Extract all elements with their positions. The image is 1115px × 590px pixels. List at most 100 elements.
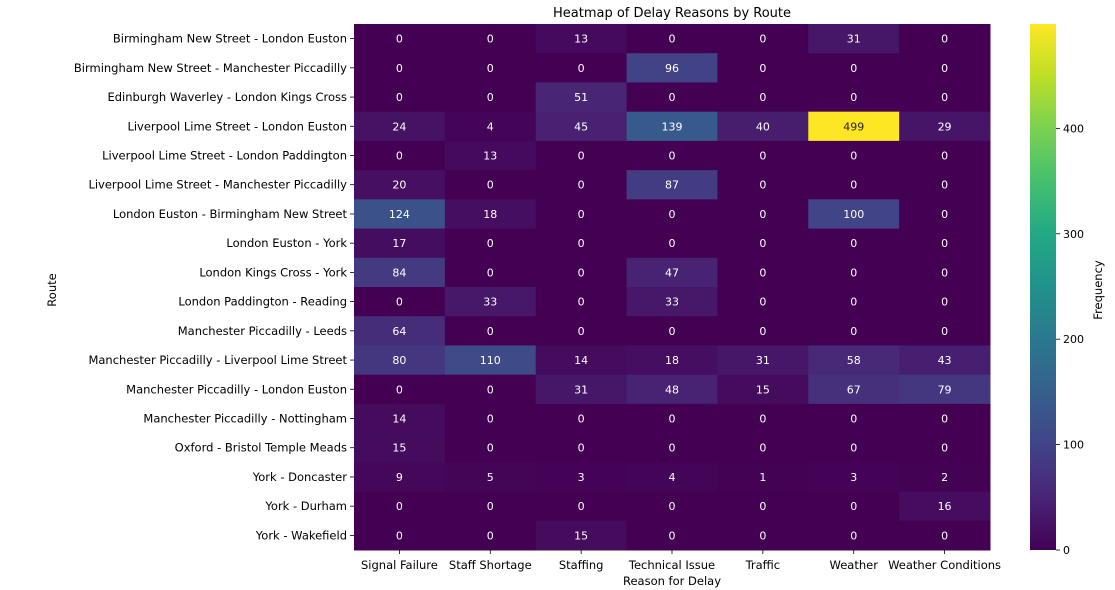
cell-value-label: 13 bbox=[574, 33, 588, 46]
cell-value-label: 47 bbox=[665, 266, 679, 279]
heatmap-cell bbox=[717, 199, 809, 230]
cell-value-label: 3 bbox=[578, 471, 585, 484]
row-label: London Kings Cross - York bbox=[199, 265, 347, 279]
cell-value-label: 0 bbox=[396, 150, 403, 163]
heatmap-cell bbox=[626, 520, 718, 551]
heatmap-cell bbox=[535, 462, 628, 493]
heatmap-cell bbox=[444, 374, 537, 405]
heatmap-cell bbox=[626, 374, 718, 405]
heatmap-cell bbox=[717, 170, 809, 200]
heatmap-cell bbox=[717, 491, 809, 522]
heatmap-cell bbox=[899, 170, 991, 200]
cell-value-label: 0 bbox=[669, 150, 676, 163]
colorbar-ticks: 0 100 200 300 400 bbox=[1056, 122, 1084, 557]
row-label: York - Doncaster bbox=[252, 470, 348, 484]
cell-value-label: 0 bbox=[941, 413, 948, 426]
cell-value-label: 0 bbox=[487, 237, 494, 250]
heatmap-cell bbox=[444, 462, 537, 493]
heatmap-cell bbox=[899, 462, 991, 493]
heatmap-cell bbox=[354, 24, 446, 54]
heatmap-cell bbox=[899, 257, 991, 288]
colorbar-tick-label: 0 bbox=[1063, 544, 1070, 557]
heatmap-cell bbox=[899, 403, 991, 434]
cell-value-label: 0 bbox=[850, 62, 857, 75]
cell-value-label: 0 bbox=[759, 296, 766, 309]
cell-value-label: 0 bbox=[487, 266, 494, 279]
cell-value-label: 96 bbox=[665, 62, 679, 75]
row-label: Birmingham New Street - Manchester Picca… bbox=[74, 61, 347, 75]
heatmap-cell bbox=[444, 199, 537, 230]
cell-value-label: 31 bbox=[847, 33, 861, 46]
heatmap-cell bbox=[808, 53, 900, 83]
y-axis-label: Route bbox=[45, 273, 59, 306]
cell-value-label: 58 bbox=[847, 354, 861, 367]
heatmap-cell bbox=[444, 24, 537, 54]
heatmap-cell bbox=[535, 257, 628, 288]
cell-value-label: 4 bbox=[487, 120, 494, 133]
cell-value-label: 0 bbox=[941, 266, 948, 279]
heatmap-cell bbox=[444, 491, 537, 522]
heatmap-cell bbox=[808, 403, 900, 434]
cell-value-label: 0 bbox=[759, 150, 766, 163]
cell-value-label: 0 bbox=[669, 237, 676, 250]
cell-value-label: 0 bbox=[850, 237, 857, 250]
cell-value-label: 40 bbox=[756, 120, 770, 133]
heatmap-cell bbox=[626, 82, 718, 113]
cell-value-label: 0 bbox=[669, 442, 676, 455]
heatmap-cell bbox=[444, 345, 537, 376]
heatmap-cell bbox=[626, 316, 718, 346]
cell-value-label: 0 bbox=[759, 413, 766, 426]
heatmap-cell bbox=[535, 287, 628, 317]
heatmap-cell bbox=[808, 82, 900, 113]
row-label: London Euston - York bbox=[226, 236, 347, 250]
heatmap-cell bbox=[899, 316, 991, 346]
row-label: Birmingham New Street - London Euston bbox=[113, 32, 347, 46]
heatmap-cell bbox=[899, 228, 991, 259]
cell-value-label: 0 bbox=[759, 442, 766, 455]
cell-value-label: 0 bbox=[669, 325, 676, 338]
cell-value-label: 13 bbox=[483, 150, 497, 163]
cell-value-label: 0 bbox=[396, 296, 403, 309]
heatmap-cell bbox=[717, 287, 809, 317]
cell-value-label: 33 bbox=[483, 296, 497, 309]
heatmap-cell bbox=[535, 403, 628, 434]
heatmap-cell bbox=[899, 111, 991, 142]
cell-value-label: 0 bbox=[578, 296, 585, 309]
row-labels: Birmingham New Street - London Euston Bir… bbox=[74, 32, 354, 542]
cell-value-label: 0 bbox=[578, 62, 585, 75]
cell-value-label: 0 bbox=[396, 383, 403, 396]
heatmap-cell bbox=[535, 170, 628, 200]
cell-value-label: 0 bbox=[487, 325, 494, 338]
colorbar-tick-label: 100 bbox=[1063, 439, 1084, 452]
heatmap-cells: 0 0 13 0 0 31 00 0 0 96 0 0 00 0 51 0 0 0 024 4 45 139 40 499 29… bbox=[354, 24, 991, 551]
cell-value-label: 0 bbox=[396, 33, 403, 46]
cell-value-label: 0 bbox=[941, 62, 948, 75]
heatmap-cell bbox=[354, 491, 446, 522]
cell-value-label: 0 bbox=[941, 325, 948, 338]
cell-value-label: 0 bbox=[578, 500, 585, 513]
heatmap-cell bbox=[717, 53, 809, 83]
heatmap-cell bbox=[626, 140, 718, 171]
heatmap-cell bbox=[535, 228, 628, 259]
cell-value-label: 0 bbox=[941, 296, 948, 309]
column-label: Weather Conditions bbox=[888, 558, 1001, 572]
heatmap-cell bbox=[354, 403, 446, 434]
cell-value-label: 0 bbox=[487, 91, 494, 104]
cell-value-label: 79 bbox=[938, 383, 952, 396]
heatmap-cell bbox=[808, 374, 900, 405]
heatmap-cell bbox=[535, 316, 628, 346]
cell-value-label: 0 bbox=[850, 91, 857, 104]
heatmap-cell bbox=[808, 433, 900, 463]
heatmap-cell bbox=[808, 140, 900, 171]
cell-value-label: 0 bbox=[578, 150, 585, 163]
cell-value-label: 48 bbox=[665, 383, 679, 396]
colorbar-tick-label: 300 bbox=[1063, 228, 1084, 241]
column-label: Staffing bbox=[559, 558, 604, 572]
heatmap-cell bbox=[444, 316, 537, 346]
row-label: Edinburgh Waverley - London Kings Cross bbox=[107, 90, 347, 104]
column-label: Traffic bbox=[745, 558, 781, 572]
cell-value-label: 0 bbox=[759, 208, 766, 221]
cell-value-label: 0 bbox=[669, 33, 676, 46]
cell-value-label: 31 bbox=[756, 354, 770, 367]
